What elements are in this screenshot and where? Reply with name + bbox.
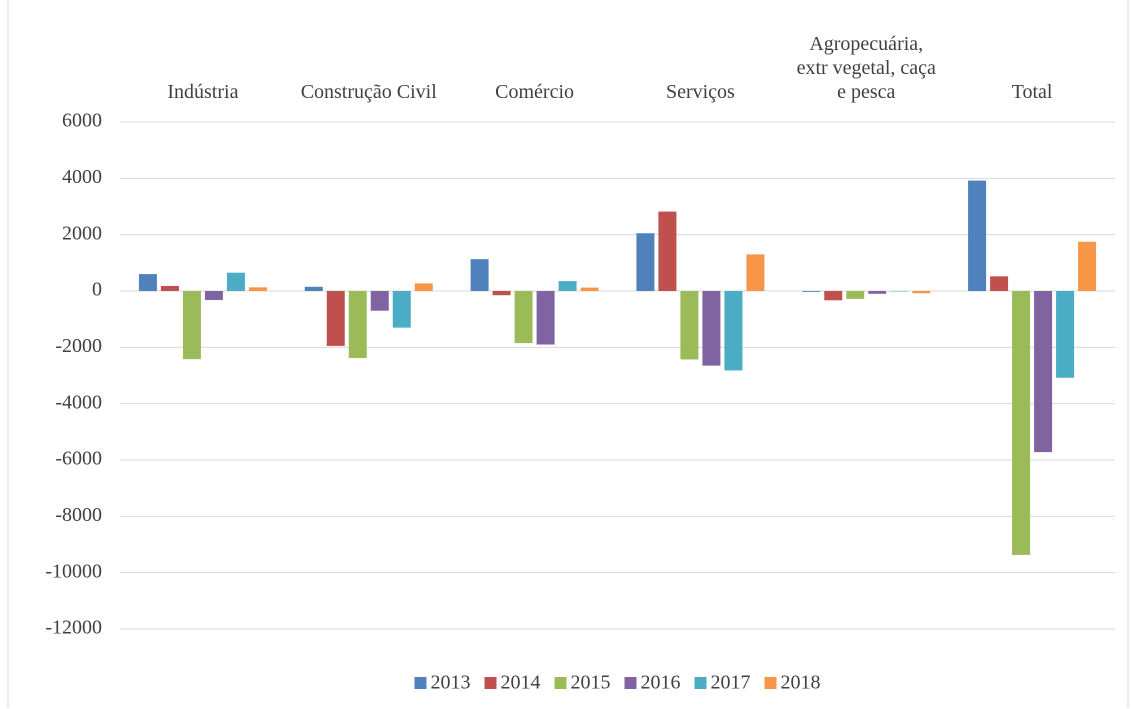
legend-swatch — [764, 677, 777, 689]
bar — [414, 283, 433, 291]
bar — [968, 180, 987, 291]
legend-swatch — [484, 677, 497, 689]
bar — [392, 291, 411, 328]
bar — [724, 291, 743, 371]
y-tick-label: 2000 — [62, 222, 102, 244]
bar — [326, 291, 345, 346]
category-label: Agropecuária, extr vegetal, caça e pesca — [796, 33, 936, 103]
legend-swatch — [414, 677, 427, 689]
bar — [1056, 291, 1075, 378]
bar — [470, 259, 489, 291]
bar — [846, 291, 865, 299]
category-label: Comércio — [495, 81, 575, 103]
y-tick-label: -8000 — [55, 504, 102, 526]
y-tick-label: -2000 — [55, 335, 102, 357]
y-tick-label: -12000 — [45, 617, 102, 639]
bar — [912, 291, 931, 294]
legend-label: 2015 — [571, 672, 611, 694]
bar — [890, 291, 909, 292]
bar — [1012, 291, 1031, 555]
legend-label: 2014 — [501, 672, 541, 694]
category-label: Total — [1011, 81, 1053, 103]
bar — [304, 286, 323, 291]
bar — [746, 254, 765, 291]
bar — [658, 211, 677, 291]
legend-swatch — [694, 677, 707, 689]
bar — [990, 276, 1009, 291]
bar — [1034, 291, 1053, 453]
bar — [824, 291, 843, 301]
bar — [868, 291, 887, 294]
bar — [580, 287, 599, 291]
legend-label: 2017 — [711, 672, 751, 694]
bar — [138, 274, 157, 291]
y-tick-label: 4000 — [62, 166, 102, 188]
bar — [248, 287, 267, 291]
bar — [370, 291, 389, 311]
bar — [680, 291, 699, 360]
chart-frame — [7, 0, 1129, 708]
bar — [702, 291, 721, 366]
category-label: Serviços — [665, 81, 735, 103]
bar — [226, 272, 245, 291]
y-tick-label: -6000 — [55, 448, 102, 470]
category-label: Indústria — [167, 81, 239, 103]
category-label: Construção Civil — [300, 81, 437, 103]
bar — [204, 291, 223, 301]
y-tick-label: -4000 — [55, 391, 102, 413]
bar — [536, 291, 555, 345]
bar — [558, 281, 577, 291]
bar — [1078, 241, 1097, 291]
y-tick-label: -10000 — [45, 560, 102, 582]
bar — [636, 233, 655, 291]
bar — [348, 291, 367, 359]
legend-label: 2016 — [641, 672, 681, 694]
bar — [182, 291, 201, 360]
y-tick-label: 6000 — [62, 110, 102, 132]
y-tick-label: 0 — [92, 279, 102, 301]
legend-swatch — [554, 677, 567, 689]
bar — [514, 291, 533, 344]
bar — [492, 291, 511, 296]
legend-label: 2013 — [431, 672, 471, 694]
legend-swatch — [624, 677, 637, 689]
bar — [802, 291, 821, 292]
legend-label: 2018 — [781, 672, 821, 694]
bar — [160, 285, 179, 291]
